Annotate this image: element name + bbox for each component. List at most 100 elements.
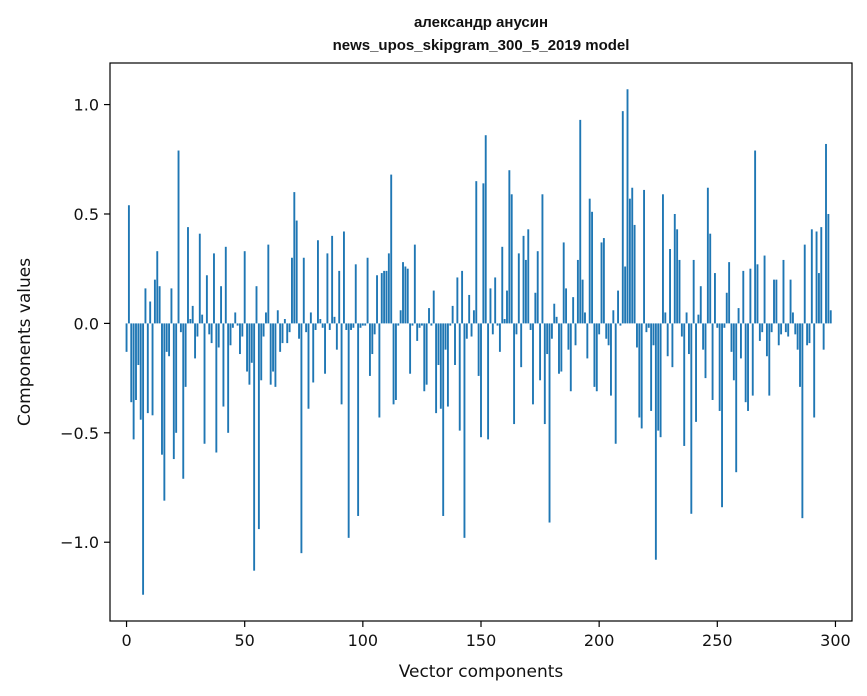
- bar: [376, 275, 378, 324]
- bar: [484, 135, 487, 324]
- bar: [220, 286, 223, 324]
- bar: [645, 323, 648, 333]
- bar: [243, 251, 246, 324]
- x-tick-label: 100: [348, 631, 379, 650]
- bar: [255, 286, 258, 324]
- bar: [723, 323, 726, 328]
- bar: [340, 323, 343, 405]
- bar: [127, 205, 130, 324]
- bar: [385, 270, 388, 324]
- bar: [610, 323, 612, 396]
- bar: [673, 213, 676, 324]
- bar: [468, 294, 471, 324]
- bar: [706, 187, 709, 324]
- bar: [437, 323, 440, 365]
- bar: [215, 323, 218, 453]
- bar: [782, 259, 785, 324]
- bar: [312, 323, 315, 383]
- bar: [149, 301, 152, 324]
- bar: [553, 303, 556, 324]
- bar: [286, 323, 289, 344]
- bar: [324, 323, 326, 374]
- bar: [718, 323, 721, 411]
- bar: [775, 279, 778, 324]
- bar: [534, 292, 537, 324]
- bar: [742, 270, 745, 324]
- bar: [146, 323, 149, 414]
- bar: [333, 316, 336, 324]
- bar: [506, 290, 508, 324]
- bar: [425, 323, 428, 385]
- bar: [567, 323, 570, 350]
- bar: [314, 323, 317, 330]
- bar: [161, 323, 163, 455]
- bar: [669, 249, 671, 324]
- bar: [711, 323, 714, 400]
- bar: [170, 288, 173, 324]
- bar: [527, 229, 530, 324]
- bar: [364, 323, 367, 326]
- bar: [257, 323, 260, 530]
- bar: [822, 323, 825, 350]
- bar: [758, 323, 761, 341]
- bar: [201, 314, 204, 324]
- x-tick-label: 200: [584, 631, 615, 650]
- bar: [182, 323, 185, 479]
- bar: [513, 323, 516, 425]
- bar: [446, 323, 449, 407]
- bar: [586, 323, 589, 359]
- bar: [787, 323, 790, 337]
- bar: [390, 174, 393, 324]
- bar: [274, 323, 277, 387]
- bar: [647, 323, 650, 328]
- bar: [754, 150, 757, 324]
- bar: [487, 323, 490, 440]
- bar: [163, 323, 166, 501]
- bar: [529, 323, 532, 330]
- bar: [548, 323, 551, 523]
- bar: [307, 323, 310, 409]
- bar: [177, 150, 180, 324]
- bar: [288, 323, 291, 333]
- bar: [725, 292, 728, 324]
- bar: [558, 323, 560, 374]
- bar: [716, 323, 719, 328]
- bar: [820, 227, 823, 324]
- bar: [465, 323, 468, 339]
- bar: [265, 312, 267, 324]
- bar: [130, 323, 133, 403]
- bar: [624, 266, 627, 324]
- bar: [810, 229, 813, 324]
- bar: [621, 111, 624, 324]
- bar: [491, 323, 494, 335]
- bar: [657, 323, 660, 431]
- bar: [813, 323, 816, 418]
- bar: [638, 323, 641, 418]
- bar: [517, 253, 520, 324]
- bar: [494, 277, 497, 324]
- bar: [489, 288, 492, 324]
- bar: [196, 323, 199, 337]
- bar: [806, 323, 809, 346]
- bar: [789, 279, 792, 324]
- bar: [392, 323, 395, 405]
- bar: [352, 323, 355, 328]
- bar: [420, 323, 423, 326]
- bar: [394, 323, 397, 400]
- bar: [799, 323, 801, 387]
- bar: [430, 323, 433, 326]
- bar: [175, 323, 178, 433]
- bar: [751, 323, 754, 396]
- bar: [442, 323, 445, 516]
- bar: [458, 323, 461, 431]
- bar: [298, 323, 300, 339]
- bar: [815, 231, 818, 324]
- bar: [628, 198, 631, 324]
- bar: [536, 251, 539, 324]
- bar: [165, 323, 168, 352]
- bar: [825, 143, 827, 324]
- bar: [383, 270, 386, 324]
- x-tick-label: 250: [702, 631, 733, 650]
- bar: [246, 323, 248, 372]
